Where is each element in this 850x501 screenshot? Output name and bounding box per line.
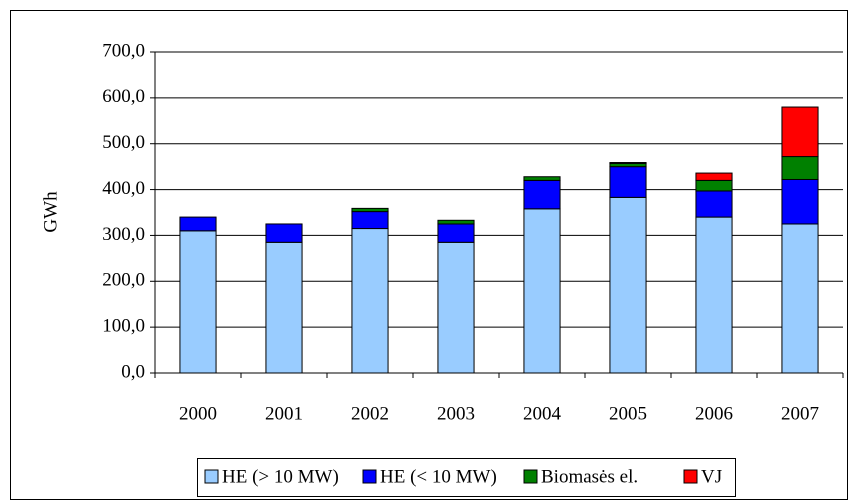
- bar-segment: [437, 241, 475, 374]
- bar-segment: [781, 178, 819, 225]
- x-tick-label: 2000: [179, 403, 217, 424]
- legend-label: VJ: [701, 466, 722, 487]
- bar-segment: [523, 179, 561, 210]
- x-tick-label: 2002: [351, 403, 389, 424]
- legend-label: Biomasės el.: [541, 466, 638, 487]
- y-tick-label: 600,0: [102, 86, 145, 107]
- legend-swatch: [204, 469, 219, 484]
- bar-segment: [351, 228, 389, 374]
- y-tick-label: 0,0: [121, 361, 145, 382]
- bar-segment: [351, 207, 389, 213]
- x-tick-label: 2006: [695, 403, 733, 424]
- bar-segment: [781, 106, 819, 158]
- legend-label: HE (< 10 MW): [380, 466, 497, 487]
- bar-segment: [781, 156, 819, 180]
- bar-segment: [609, 162, 647, 164]
- bar-segment: [437, 223, 475, 243]
- bar-segment: [265, 241, 303, 374]
- y-tick-label: 300,0: [102, 224, 145, 245]
- y-tick-label: 700,0: [102, 40, 145, 61]
- bar-segment: [609, 196, 647, 374]
- y-tick-label: 400,0: [102, 178, 145, 199]
- bar-segment: [523, 208, 561, 374]
- x-tick-label: 2003: [437, 403, 475, 424]
- bar-segment: [695, 179, 733, 192]
- x-tick-label: 2005: [609, 403, 647, 424]
- y-axis-label: GWh: [40, 191, 61, 233]
- x-tick-label: 2004: [523, 403, 562, 424]
- legend-box: [197, 458, 736, 497]
- bar-segment: [695, 172, 733, 181]
- bar-segment: [781, 223, 819, 374]
- bar-segment: [695, 190, 733, 218]
- bar-segment: [609, 166, 647, 198]
- x-tick-label: 2007: [781, 403, 819, 424]
- bar-segment: [437, 219, 475, 225]
- y-tick-label: 500,0: [102, 132, 145, 153]
- bar-segment: [179, 230, 217, 374]
- bar-segment: [695, 216, 733, 374]
- bar-segment: [179, 216, 217, 232]
- legend-swatch: [523, 469, 538, 484]
- x-tick-label: 2001: [265, 403, 303, 424]
- y-tick-label: 200,0: [102, 270, 145, 291]
- legend-label: HE (> 10 MW): [222, 466, 339, 487]
- bar-segment: [351, 211, 389, 230]
- bar-segment: [265, 223, 303, 243]
- legend-swatch: [683, 469, 698, 484]
- bar-segment: [523, 176, 561, 181]
- y-tick-label: 100,0: [102, 316, 145, 337]
- legend-swatch: [362, 469, 377, 484]
